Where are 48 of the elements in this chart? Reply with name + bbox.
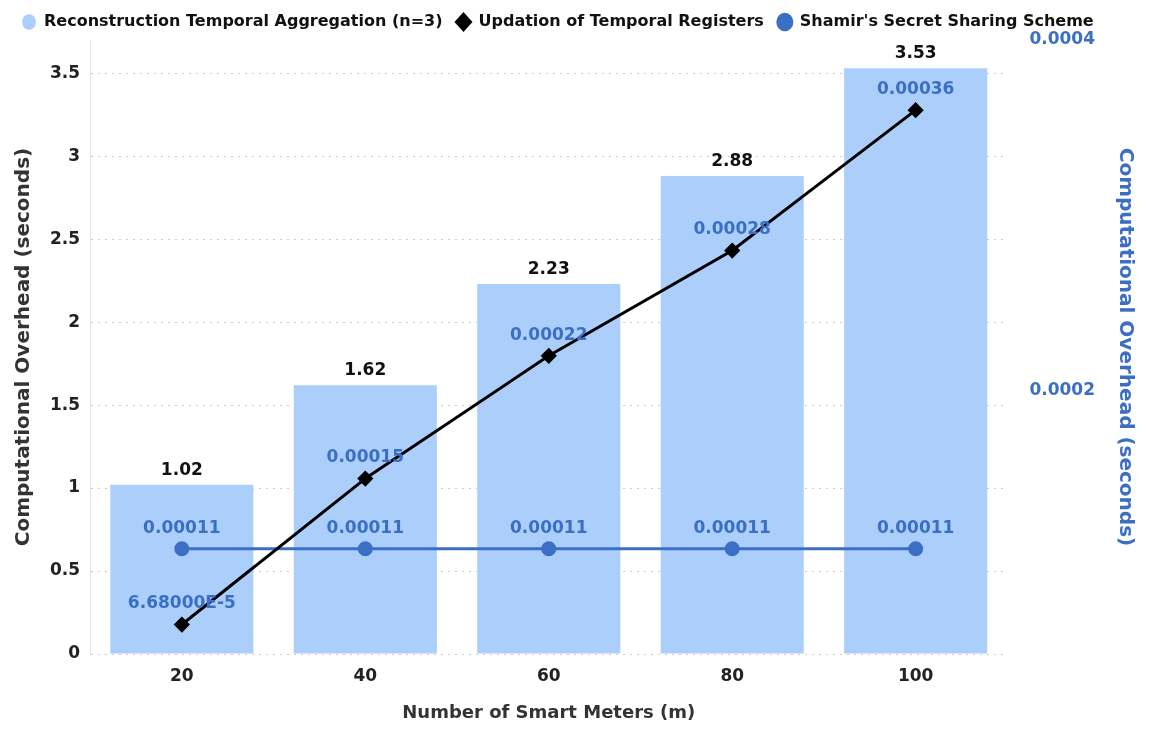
data-label: 2.88 — [711, 150, 754, 170]
bar — [477, 283, 621, 654]
x-tick-label: 20 — [170, 664, 194, 685]
point — [724, 541, 740, 557]
y-tick-label: 2.5 — [49, 227, 81, 248]
data-label: 0.00011 — [876, 516, 955, 537]
point — [174, 617, 190, 633]
y-tick-label: 0 — [68, 642, 81, 663]
y-tick-label: 0.5 — [49, 559, 81, 580]
data-label: 0.00022 — [510, 323, 588, 344]
point — [174, 541, 190, 557]
y-tick-label: 1.5 — [49, 393, 81, 414]
y-tick-label: 2 — [68, 310, 81, 331]
y2-axis-title: Computational Overhead (seconds) — [1114, 147, 1139, 547]
legend-label: Updation of Temporal Registers — [478, 11, 764, 31]
point — [724, 243, 740, 259]
data-label: 0.00011 — [326, 516, 405, 537]
point — [908, 102, 924, 118]
y2-tick-label: 0.0002 — [1029, 379, 1096, 400]
x-tick-label: 40 — [353, 664, 378, 685]
x-tick-label: 100 — [897, 664, 934, 685]
data-label: 0.00011 — [693, 516, 771, 537]
bar — [293, 385, 437, 654]
data-label: 3.53 — [894, 42, 937, 63]
bar — [660, 176, 804, 654]
y-tick-label: 1 — [68, 476, 81, 497]
x-axis-title: Number of Smart Meters (m) — [402, 700, 696, 722]
legend-label: Shamir's Secret Sharing Scheme — [799, 11, 1094, 31]
y2-tick-label: 0.0004 — [1029, 28, 1096, 49]
data-label: 1.62 — [344, 359, 387, 380]
point — [541, 541, 557, 557]
legend-label: Reconstruction Temporal Aggregation (n=3) — [44, 11, 443, 31]
y-axis-title: Computational Overhead (seconds) — [10, 147, 35, 547]
x-tick-label: 60 — [536, 664, 561, 685]
point — [357, 471, 373, 487]
y-tick-label: 3 — [68, 144, 81, 165]
x-tick-label: 80 — [720, 664, 745, 685]
bar — [110, 484, 254, 654]
data-label: 1.02 — [160, 458, 203, 479]
point — [541, 348, 557, 364]
point — [908, 541, 924, 557]
point — [357, 541, 373, 557]
data-label: 0.00036 — [876, 78, 955, 99]
y-tick-label: 3.5 — [49, 61, 81, 82]
bar — [844, 68, 988, 654]
data-label: 0.00011 — [510, 516, 588, 537]
data-label: 2.23 — [527, 257, 570, 278]
data-label: 0.00011 — [143, 516, 221, 537]
